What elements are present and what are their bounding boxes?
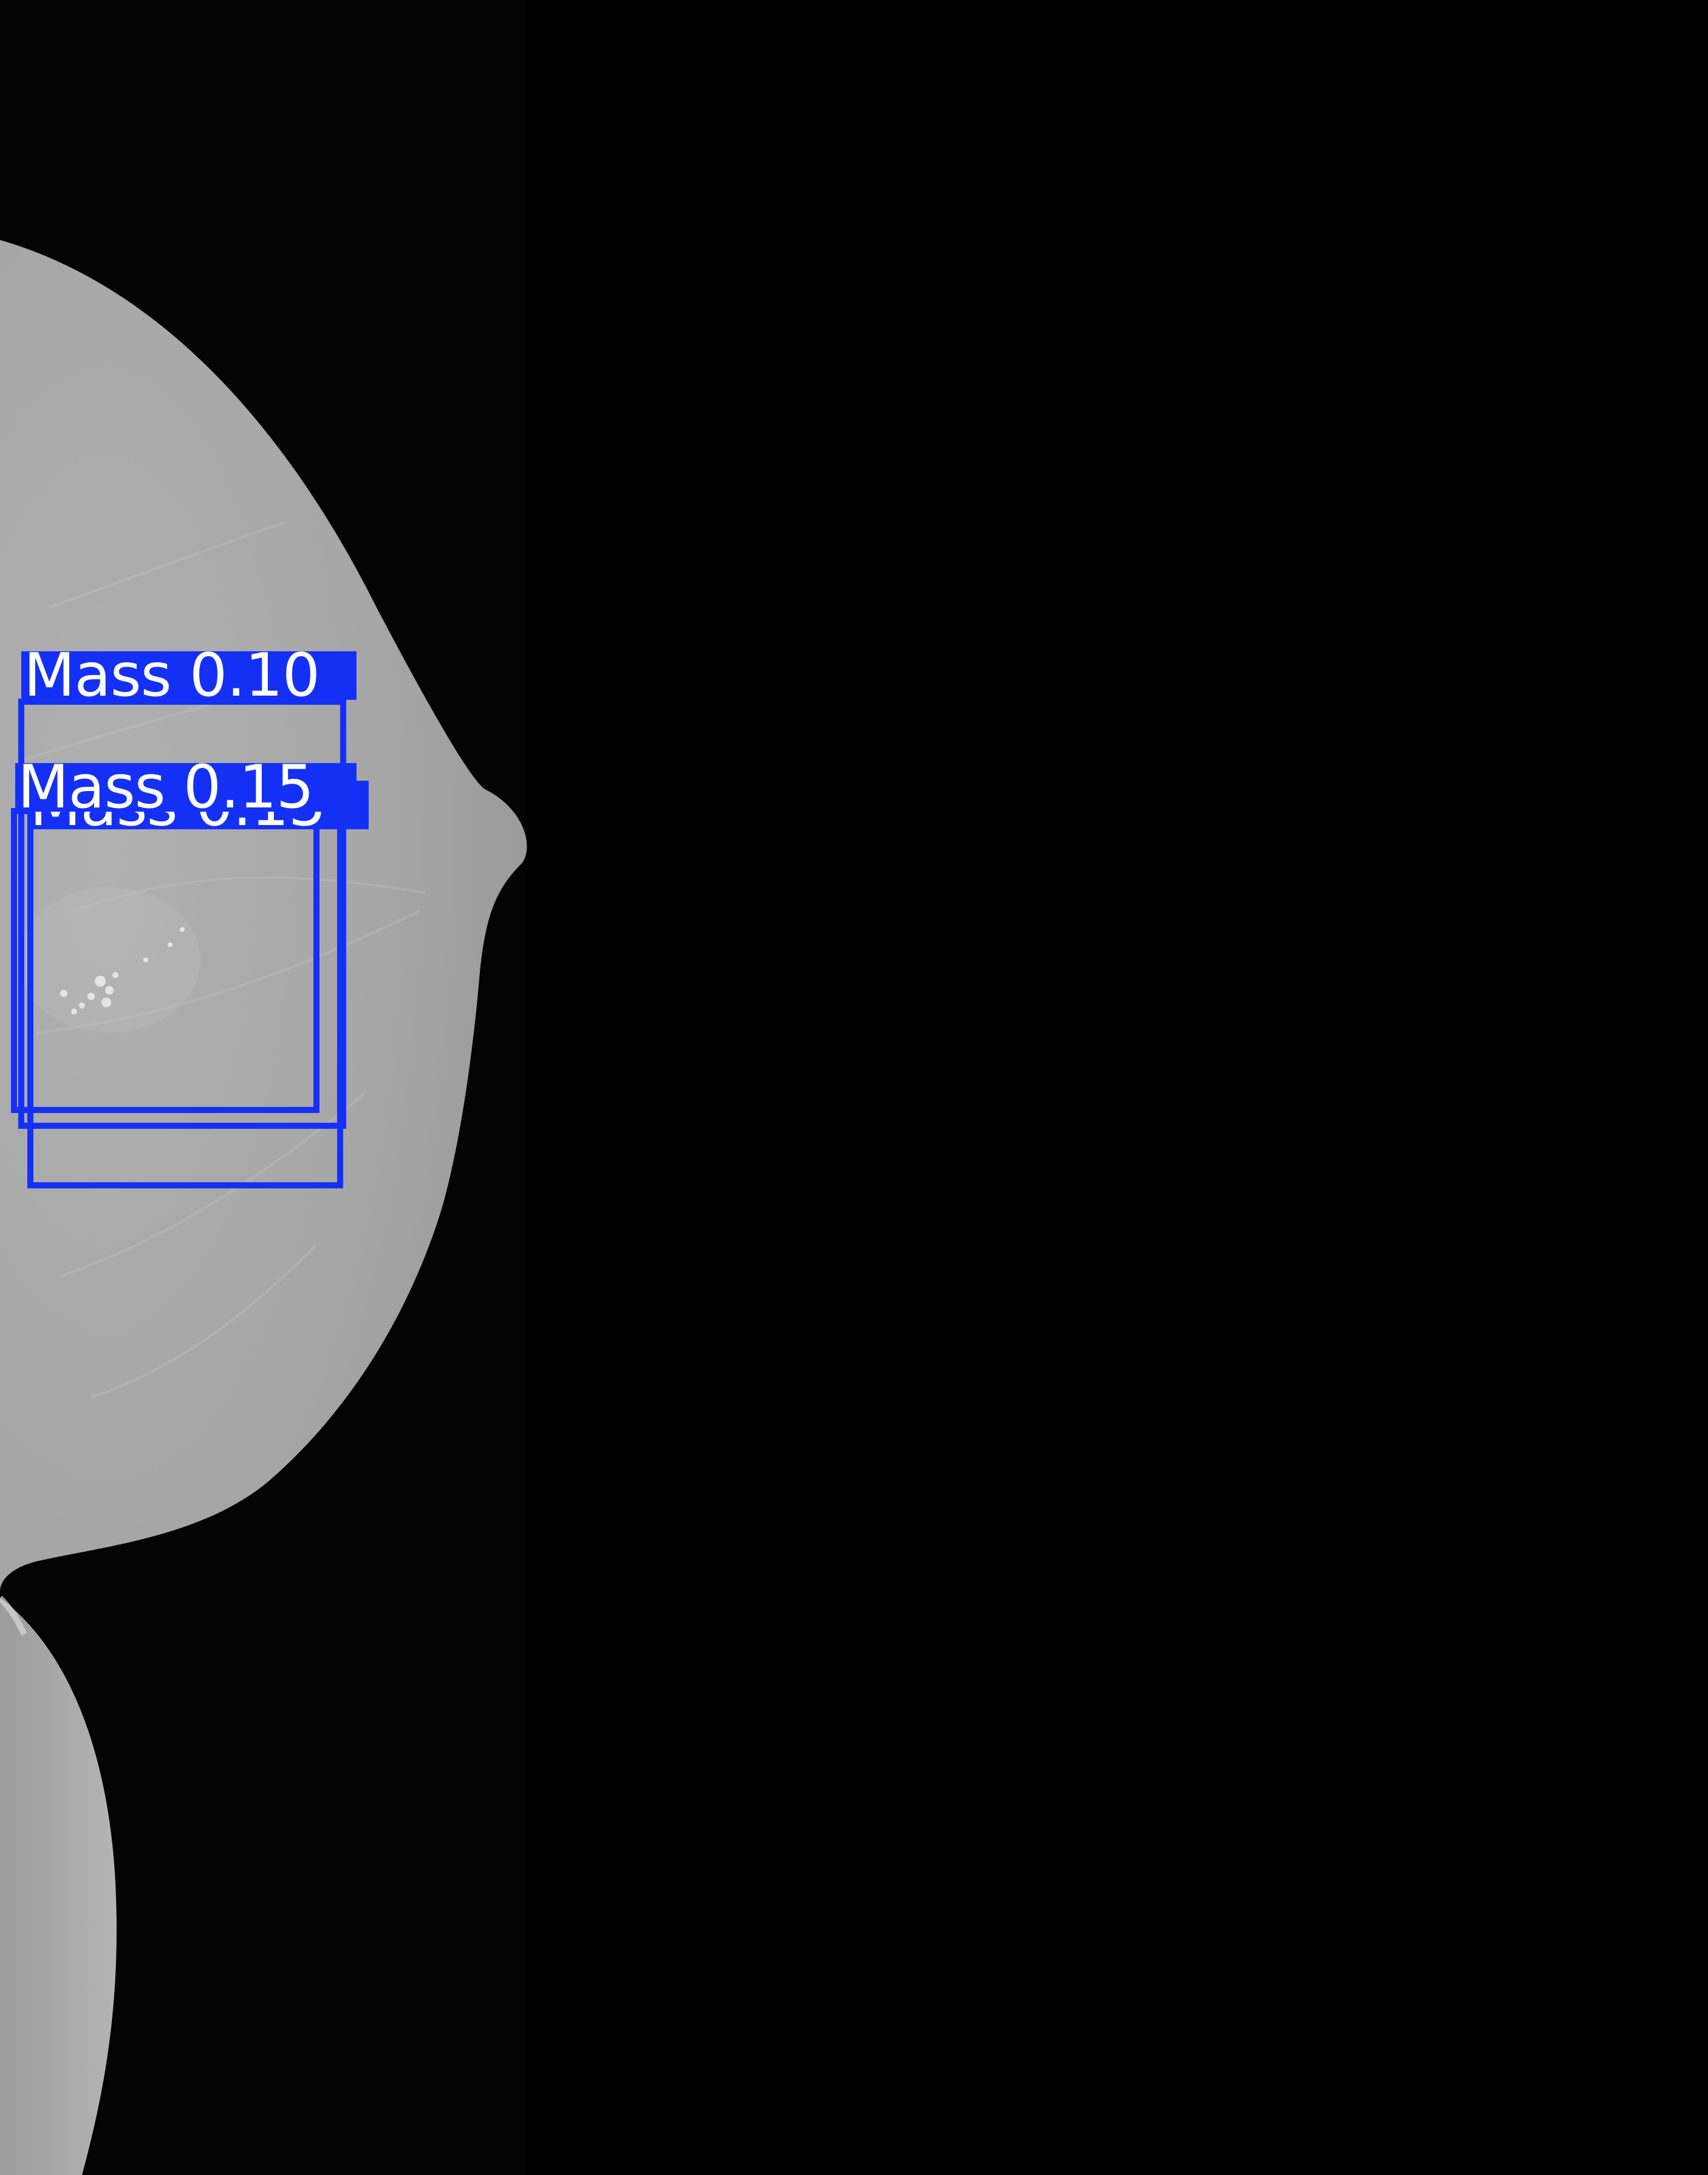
breast-silhouette [0,240,527,1592]
detection-label-2: Mass 0.15 [15,758,357,817]
lower-contour [0,1598,117,2175]
calcification-cluster [60,927,185,1015]
detection-box-1 [18,699,346,1129]
fold-highlight [0,1595,27,1636]
dense-region [18,887,200,1033]
detection-box-3 [27,796,343,1188]
detection-label-1: Mass 0.10 [21,646,357,705]
